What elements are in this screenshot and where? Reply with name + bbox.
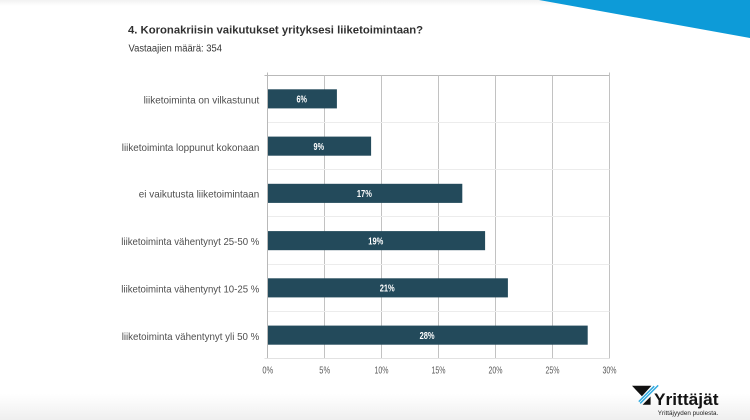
svg-text:Yrittäjyyden puolesta.: Yrittäjyyden puolesta. [658,410,719,417]
svg-text:liiketoiminta vähentynyt 25-50: liiketoiminta vähentynyt 25-50 % [121,237,259,248]
svg-text:15%: 15% [432,366,446,377]
svg-text:liiketoiminta on vilkastunut: liiketoiminta on vilkastunut [144,96,260,107]
svg-text:4. Koronakriisin vaikutukset y: 4. Koronakriisin vaikutukset yrityksesi … [128,25,423,37]
svg-text:17%: 17% [357,189,372,200]
svg-text:0%: 0% [262,366,273,377]
svg-text:Yrittäjät: Yrittäjät [654,391,719,409]
svg-text:Vastaajien määrä: 354: Vastaajien määrä: 354 [129,44,223,55]
svg-text:liiketoiminta loppunut kokonaa: liiketoiminta loppunut kokonaan [122,143,260,154]
svg-text:liiketoiminta vähentynyt yli 5: liiketoiminta vähentynyt yli 50 % [122,332,260,343]
svg-text:liiketoiminta vähentynyt 10-25: liiketoiminta vähentynyt 10-25 % [121,284,259,295]
svg-text:10%: 10% [375,366,389,377]
svg-text:9%: 9% [314,142,325,153]
svg-text:21%: 21% [380,284,395,295]
svg-text:20%: 20% [489,366,503,377]
svg-text:5%: 5% [319,366,330,377]
svg-text:25%: 25% [546,366,560,377]
svg-text:30%: 30% [603,366,617,377]
svg-text:ei vaikutusta liiketoimintaan: ei vaikutusta liiketoimintaan [139,190,260,201]
svg-text:28%: 28% [420,331,435,342]
svg-text:19%: 19% [368,236,383,247]
svg-text:6%: 6% [296,95,307,106]
